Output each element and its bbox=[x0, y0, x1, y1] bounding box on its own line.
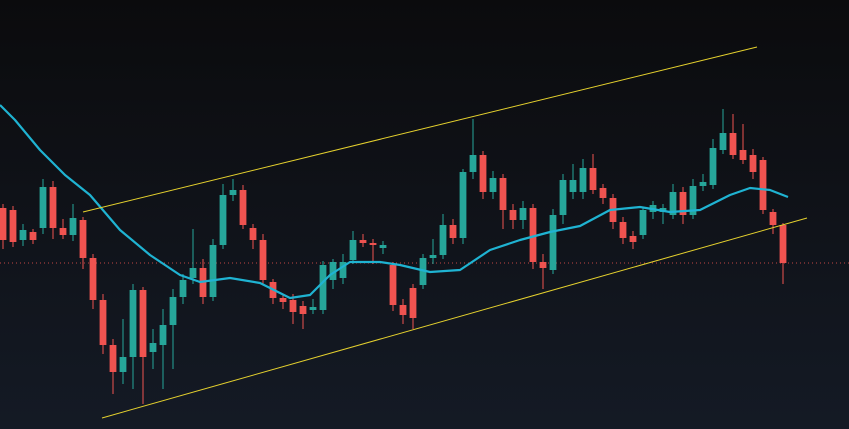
candle-body bbox=[0, 208, 7, 240]
candle-body bbox=[619, 222, 627, 238]
candle-body bbox=[409, 288, 417, 318]
candle-body bbox=[719, 133, 727, 150]
candle-body bbox=[129, 290, 137, 357]
candle-body bbox=[19, 230, 27, 240]
candle-body bbox=[109, 345, 117, 372]
candle-body bbox=[139, 290, 147, 357]
candle-body bbox=[359, 240, 367, 243]
candle-body bbox=[709, 148, 717, 185]
candle-body bbox=[489, 178, 497, 192]
candle-body bbox=[669, 192, 677, 215]
candle-body bbox=[99, 300, 107, 345]
candle-body bbox=[389, 265, 397, 305]
candle-body bbox=[529, 208, 537, 262]
candle-body bbox=[589, 168, 597, 190]
candle-body bbox=[259, 240, 267, 280]
candle-body bbox=[699, 182, 707, 186]
candle-body bbox=[299, 306, 307, 314]
candle-body bbox=[639, 210, 647, 235]
candle-body bbox=[179, 280, 187, 297]
candle-body bbox=[219, 195, 227, 245]
candle-body bbox=[89, 258, 97, 300]
candle-body bbox=[739, 150, 747, 160]
candle-body bbox=[599, 188, 607, 198]
candle-body bbox=[469, 155, 477, 172]
candle-body bbox=[329, 262, 337, 280]
candle-body bbox=[279, 298, 287, 302]
candle-body bbox=[629, 236, 637, 242]
candle-body bbox=[119, 357, 127, 372]
candle-body bbox=[379, 245, 387, 248]
candle-body bbox=[499, 178, 507, 210]
candle-body bbox=[519, 208, 527, 220]
candle-body bbox=[289, 300, 297, 312]
candle-body bbox=[229, 190, 237, 195]
candle-body bbox=[339, 262, 347, 278]
candle-body bbox=[189, 268, 197, 278]
trendline bbox=[82, 46, 758, 213]
candle-body bbox=[689, 186, 697, 215]
candle-body bbox=[9, 210, 17, 242]
candle-body bbox=[419, 258, 427, 285]
candle-body bbox=[249, 228, 257, 240]
candle-body bbox=[29, 232, 37, 240]
candle-body bbox=[449, 225, 457, 238]
candle-body bbox=[59, 228, 67, 235]
candle-body bbox=[319, 265, 327, 310]
candle-body bbox=[49, 187, 57, 228]
moving-average bbox=[0, 104, 789, 300]
candle-body bbox=[549, 215, 557, 270]
candle-body bbox=[749, 155, 757, 172]
candle-body bbox=[69, 218, 77, 235]
candle-body bbox=[439, 225, 447, 255]
candle-body bbox=[399, 305, 407, 315]
candle-body bbox=[39, 187, 47, 228]
candle-body bbox=[79, 220, 87, 258]
candle-body bbox=[779, 225, 787, 263]
candle-body bbox=[559, 180, 567, 215]
candle-body bbox=[759, 160, 767, 210]
candle-body bbox=[569, 180, 577, 192]
candle-body bbox=[239, 190, 247, 225]
candle-body bbox=[479, 155, 487, 192]
candle-body bbox=[729, 133, 737, 155]
candle-body bbox=[769, 212, 777, 225]
candle-body bbox=[159, 325, 167, 345]
candle-body bbox=[539, 262, 547, 268]
candle-body bbox=[349, 240, 357, 260]
candle-body bbox=[579, 168, 587, 192]
candle-body bbox=[509, 210, 517, 220]
candle-body bbox=[369, 243, 377, 245]
candle-body bbox=[679, 192, 687, 215]
candle-body bbox=[169, 297, 177, 325]
candle-body bbox=[429, 255, 437, 258]
trendline bbox=[101, 217, 808, 419]
candle-body bbox=[309, 307, 317, 310]
candle-body bbox=[209, 245, 217, 297]
candle-body bbox=[459, 172, 467, 238]
candle-body bbox=[149, 343, 157, 352]
